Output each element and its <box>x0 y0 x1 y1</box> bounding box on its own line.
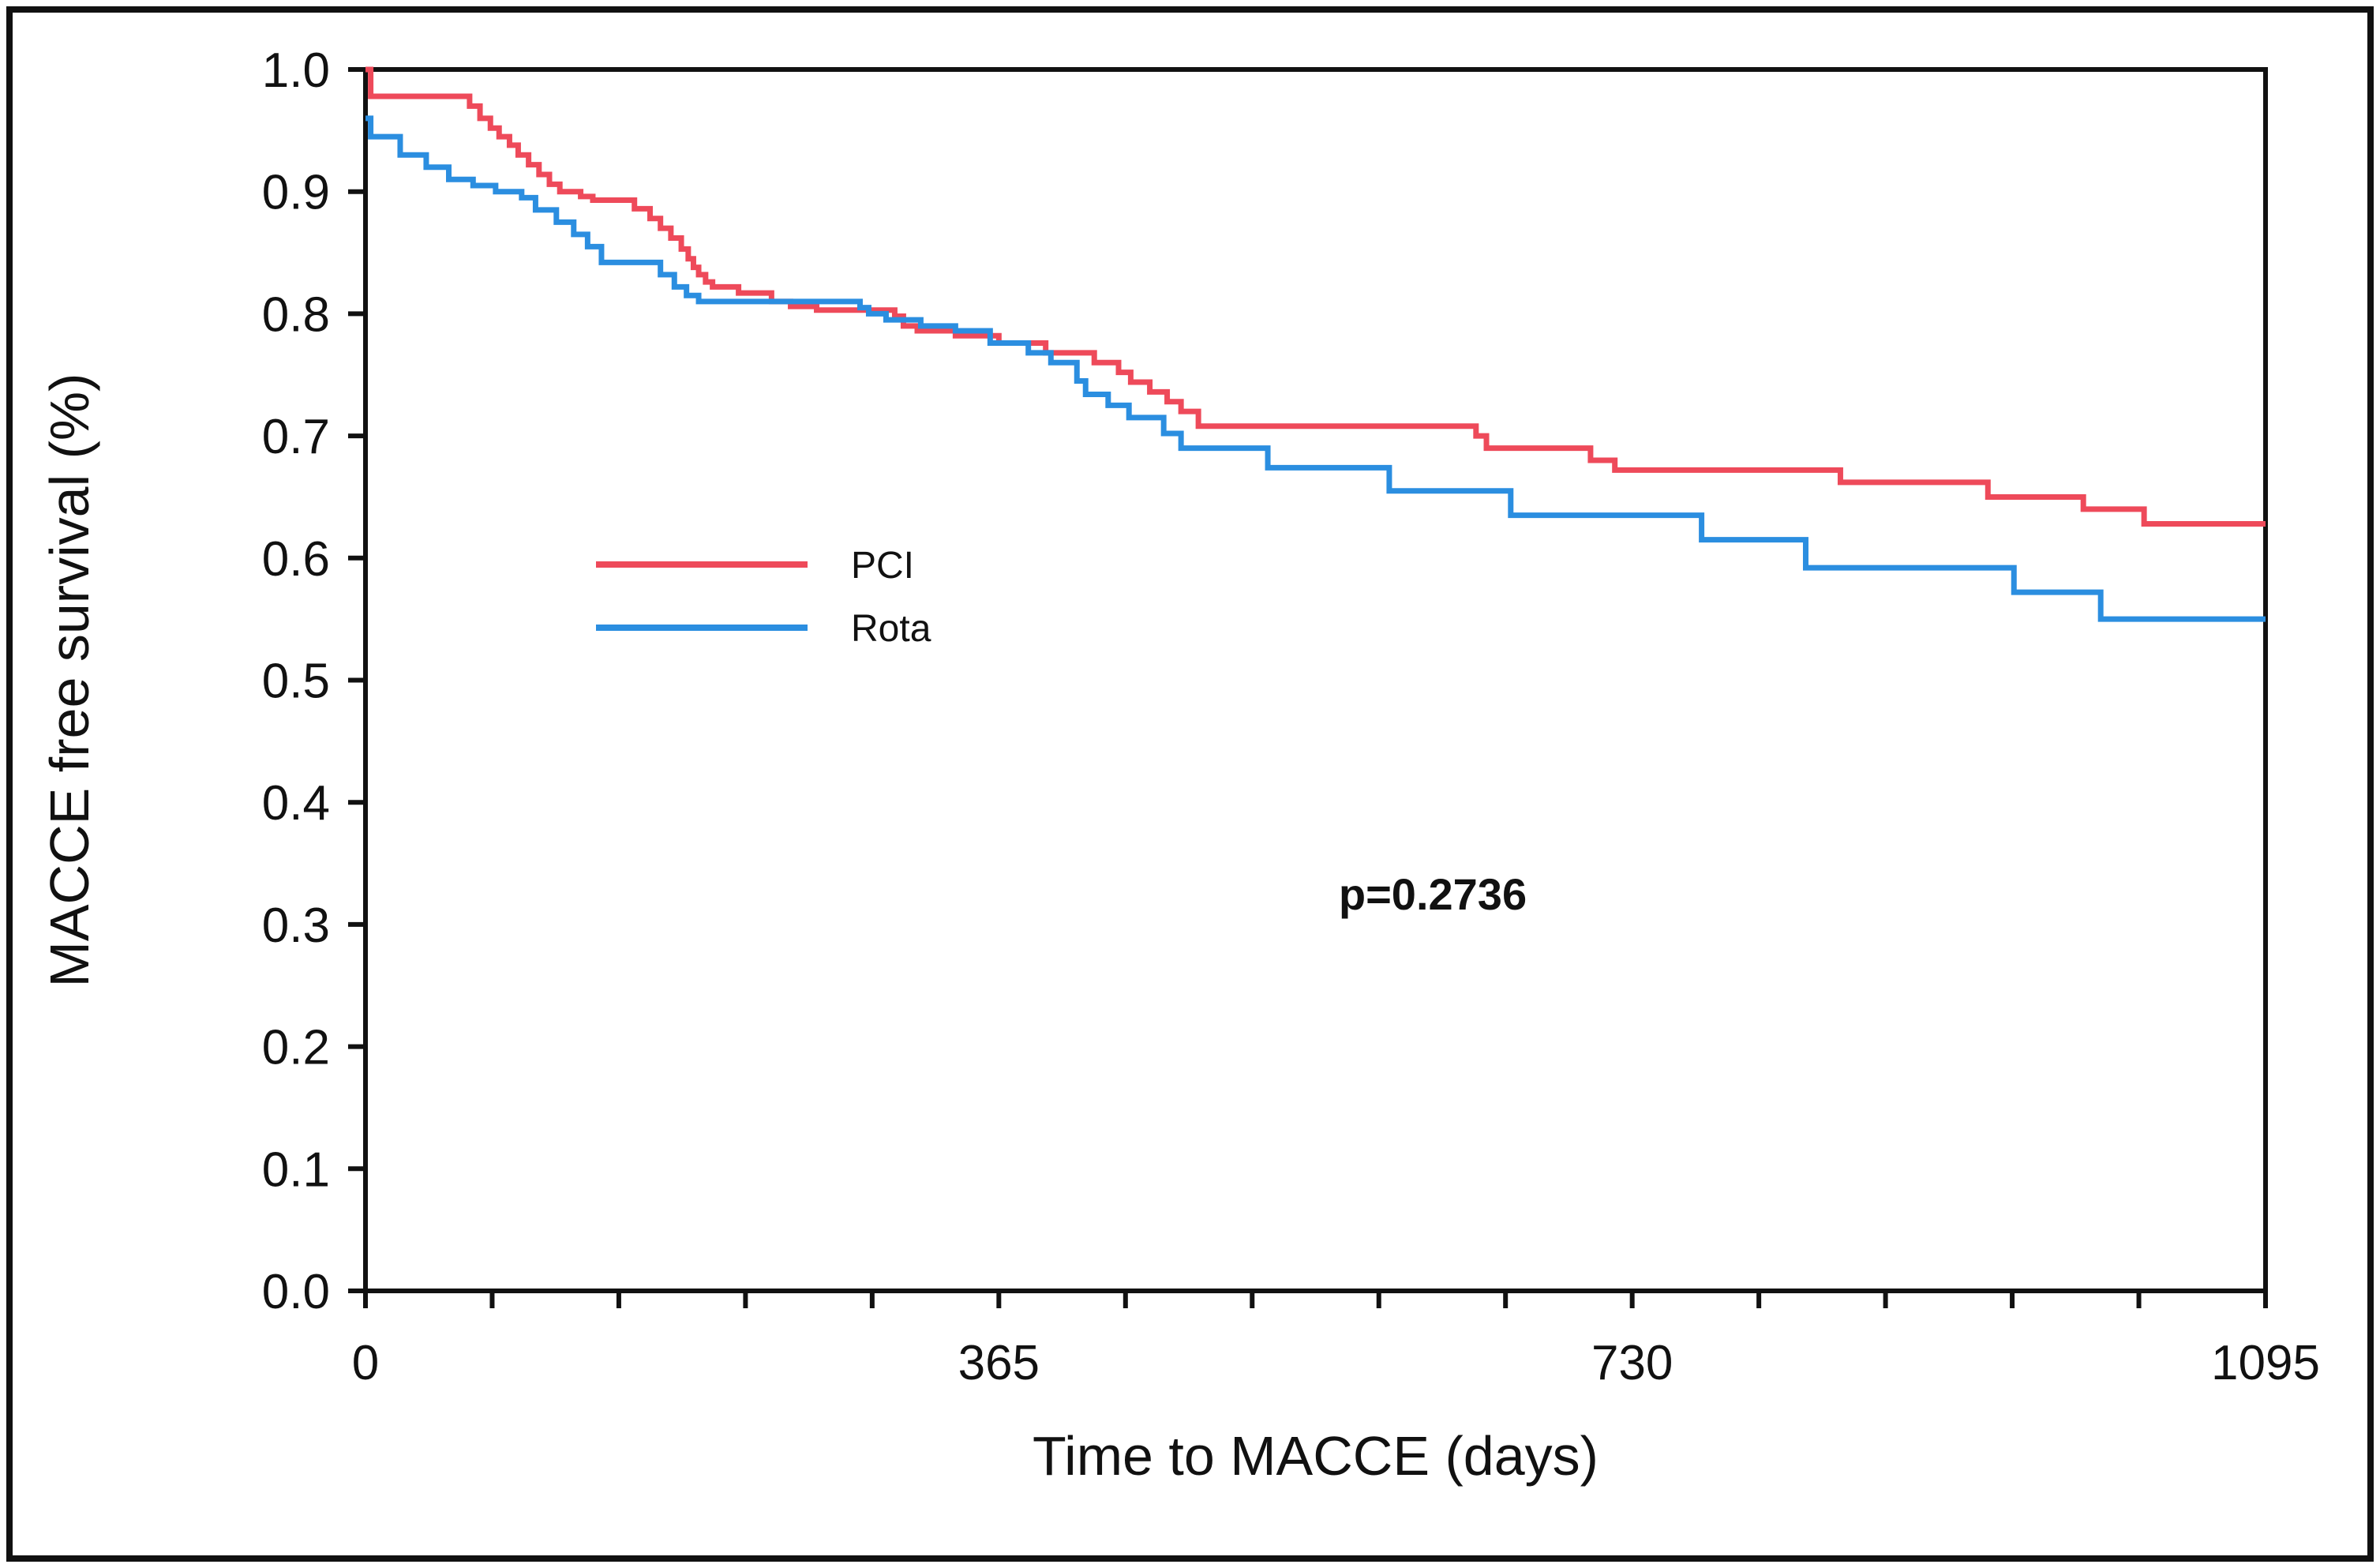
series-rota-curve <box>365 115 2266 622</box>
y-tick-label-2: 0.2 <box>262 1021 330 1075</box>
series-pci-curve <box>365 66 2266 527</box>
x-tick-label-1: 365 <box>958 1336 1040 1390</box>
y-tick-label-8: 0.8 <box>262 287 330 342</box>
x-tick-label-0: 0 <box>352 1336 379 1390</box>
y-tick-label-6: 0.6 <box>262 532 330 587</box>
y-tick-label-3: 0.3 <box>262 898 330 953</box>
x-tick-label-3: 1095 <box>2211 1336 2320 1390</box>
p-value-annotation: p=0.2736 <box>1339 869 1527 919</box>
x-axis-title: Time to MACCE (days) <box>1033 1425 1599 1487</box>
y-tick-label-10: 1.0 <box>262 43 330 98</box>
plot-border <box>363 67 2268 1293</box>
legend: PCI Rota <box>596 545 931 650</box>
plot-area: 0 365 730 1095 0.0 0.1 0.2 0.3 0.4 0.5 0.6 0.7 0.8 0.… <box>262 43 2320 1390</box>
y-tick-label-7: 0.7 <box>262 410 330 464</box>
y-tick-label-5: 0.5 <box>262 655 330 709</box>
y-tick-label-4: 0.4 <box>262 776 330 831</box>
x-tick-label-2: 730 <box>1591 1336 1673 1390</box>
y-tick-label-9: 0.9 <box>262 166 330 220</box>
figure-frame <box>6 6 2374 1562</box>
legend-label-rota: Rota <box>851 608 931 650</box>
y-axis-title: MACCE free survival (%) <box>39 373 100 988</box>
legend-label-pci: PCI <box>851 545 914 587</box>
y-tick-label-0: 0.0 <box>262 1265 330 1319</box>
y-tick-label-1: 0.1 <box>262 1142 330 1197</box>
